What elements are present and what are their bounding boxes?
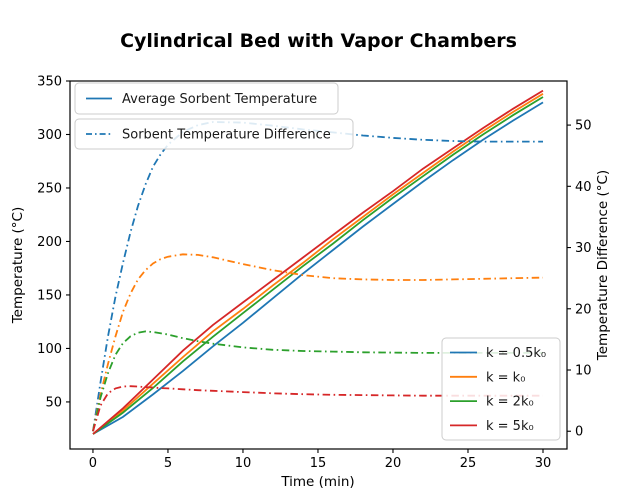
series-temp-diff-k-5k0 xyxy=(92,385,543,432)
y-axis-right-label: Temperature Difference (°C) xyxy=(595,170,611,361)
y-right-tick-label: 20 xyxy=(575,302,592,317)
legend-bottom-label-0: k = 0.5k₀ xyxy=(486,346,546,361)
legend-top-left: Average Sorbent Temperature Sorbent Tempe… xyxy=(74,82,354,150)
series-avg-temp-k-0.5k0 xyxy=(92,101,544,435)
y-left-tick-label: 150 xyxy=(37,288,62,303)
series-temp-diff-k-2k0 xyxy=(92,330,543,432)
y-right-tick-label: 40 xyxy=(575,180,592,195)
y-left-tick-label: 350 xyxy=(37,75,62,90)
y-right-tick-label: 10 xyxy=(575,364,592,379)
legend-bottom-label-2: k = 2k₀ xyxy=(486,395,534,410)
y-right-tick-label: 50 xyxy=(575,119,592,134)
y-left-tick-label: 300 xyxy=(37,128,62,143)
series-avg-temp-k-k0 xyxy=(92,93,544,435)
legend-frame xyxy=(74,118,354,150)
series-temp-diff-k-k0 xyxy=(92,253,544,432)
y-right-tick-label: 0 xyxy=(575,425,583,440)
x-tick-label: 0 xyxy=(89,456,97,471)
y-left-tick-label: 100 xyxy=(37,342,62,357)
legend-frame xyxy=(441,337,561,441)
series-avg-temp-k-5k0 xyxy=(92,89,544,435)
y-left-tick-label: 250 xyxy=(37,181,62,196)
legend-top-label-0: Average Sorbent Temperature xyxy=(122,92,317,107)
legend-frame xyxy=(74,82,339,115)
series-group xyxy=(92,89,544,435)
chart-title: Cylindrical Bed with Vapor Chambers xyxy=(120,30,517,52)
legend-bottom-label-1: k = k₀ xyxy=(486,370,525,385)
series-avg-temp-k-2k0 xyxy=(92,96,544,435)
y-axis-left-label: Temperature (°C) xyxy=(10,207,26,325)
y-left-tick-label: 50 xyxy=(45,395,62,410)
legend-top-label-1: Sorbent Temperature Difference xyxy=(122,128,331,143)
y-right-tick-label: 30 xyxy=(575,241,592,256)
x-tick-label: 10 xyxy=(235,456,252,471)
x-axis-ticks: 0 5 10 15 20 25 30 xyxy=(89,449,551,471)
legend-bottom-label-3: k = 5k₀ xyxy=(486,419,534,434)
y-axis-left-ticks: 50 100 150 200 250 300 350 xyxy=(37,75,70,410)
y-axis-right-ticks: 0 10 20 30 40 50 xyxy=(567,119,592,440)
x-tick-label: 25 xyxy=(460,456,477,471)
y-left-tick-label: 200 xyxy=(37,235,62,250)
x-tick-label: 5 xyxy=(164,456,172,471)
x-axis-label: Time (min) xyxy=(280,474,354,490)
x-tick-label: 20 xyxy=(385,456,402,471)
x-tick-label: 15 xyxy=(310,456,327,471)
x-tick-label: 30 xyxy=(535,456,552,471)
legend-bottom-right: k = 0.5k₀ k = k₀ k = 2k₀ k = 5k₀ xyxy=(441,337,561,441)
